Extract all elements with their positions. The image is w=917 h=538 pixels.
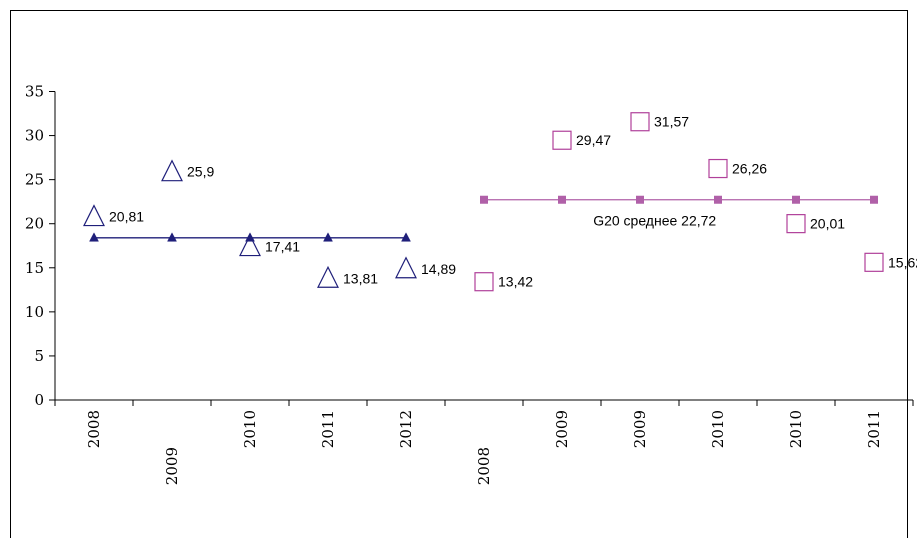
triangle-marker (239, 234, 261, 257)
x-tick-label: 2011 (865, 410, 883, 448)
data-label: 29,47 (576, 132, 611, 148)
y-tick-label: 35 (25, 83, 44, 101)
chart-frame (10, 10, 908, 538)
x-tick-label: 2009 (163, 447, 181, 485)
series-3 (480, 195, 878, 204)
series-1 (89, 232, 411, 242)
triangle-point (245, 232, 255, 242)
square-point (714, 195, 722, 204)
g20-average-annotation: G20 среднее 22,72 (593, 212, 716, 228)
square-marker (474, 272, 494, 292)
y-tick-label: 20 (25, 215, 44, 233)
x-tick-label: 2010 (709, 410, 727, 448)
square-point (792, 195, 800, 204)
x-tick-label: 2009 (553, 410, 571, 448)
triangle-point (167, 232, 177, 242)
y-tick-label: 5 (34, 347, 44, 365)
square-marker (786, 214, 806, 234)
square-marker (630, 112, 650, 132)
square-marker (552, 130, 572, 150)
x-tick-label: 2009 (631, 410, 649, 448)
triangle-point (401, 232, 411, 242)
series-0: 20,81 25,9 17,41 13,81 14,89 (83, 159, 456, 288)
x-tick-label: 2011 (319, 410, 337, 448)
data-label: 13,81 (343, 270, 378, 286)
x-tick-label: 2008 (85, 410, 103, 448)
data-label: 15,62 (888, 254, 917, 270)
data-label: 14,89 (421, 261, 456, 277)
triangle-point (89, 232, 99, 242)
triangle-marker (161, 159, 183, 182)
y-tick-label: 25 (25, 171, 44, 189)
x-tick-label: 2012 (397, 410, 415, 448)
data-label: 20,01 (810, 216, 845, 232)
y-tick-label: 0 (34, 391, 44, 409)
x-tick-label: 2010 (787, 410, 805, 448)
y-tick-label: 10 (25, 303, 44, 321)
triangle-marker (317, 265, 339, 288)
square-point (870, 195, 878, 204)
square-point (636, 195, 644, 204)
triangle-point (323, 232, 333, 242)
y-tick-label: 15 (25, 259, 44, 277)
triangle-marker (395, 256, 417, 279)
square-point (480, 195, 488, 204)
triangle-marker (83, 204, 105, 227)
data-label: 13,42 (498, 274, 533, 290)
square-point (558, 195, 566, 204)
square-marker (864, 252, 884, 272)
data-label: 25,9 (187, 164, 214, 180)
x-tick-label: 2010 (241, 410, 259, 448)
series-2: 13,42 29,47 31,57 26,26 20,01 15,62 (474, 112, 917, 292)
data-label: 31,57 (654, 114, 689, 130)
x-tick-label: 2008 (475, 447, 493, 485)
data-label: 17,41 (265, 239, 300, 255)
data-label: 26,26 (732, 161, 767, 177)
y-tick-label: 30 (25, 127, 44, 145)
data-label: 20,81 (109, 209, 144, 225)
square-marker (708, 158, 728, 179)
